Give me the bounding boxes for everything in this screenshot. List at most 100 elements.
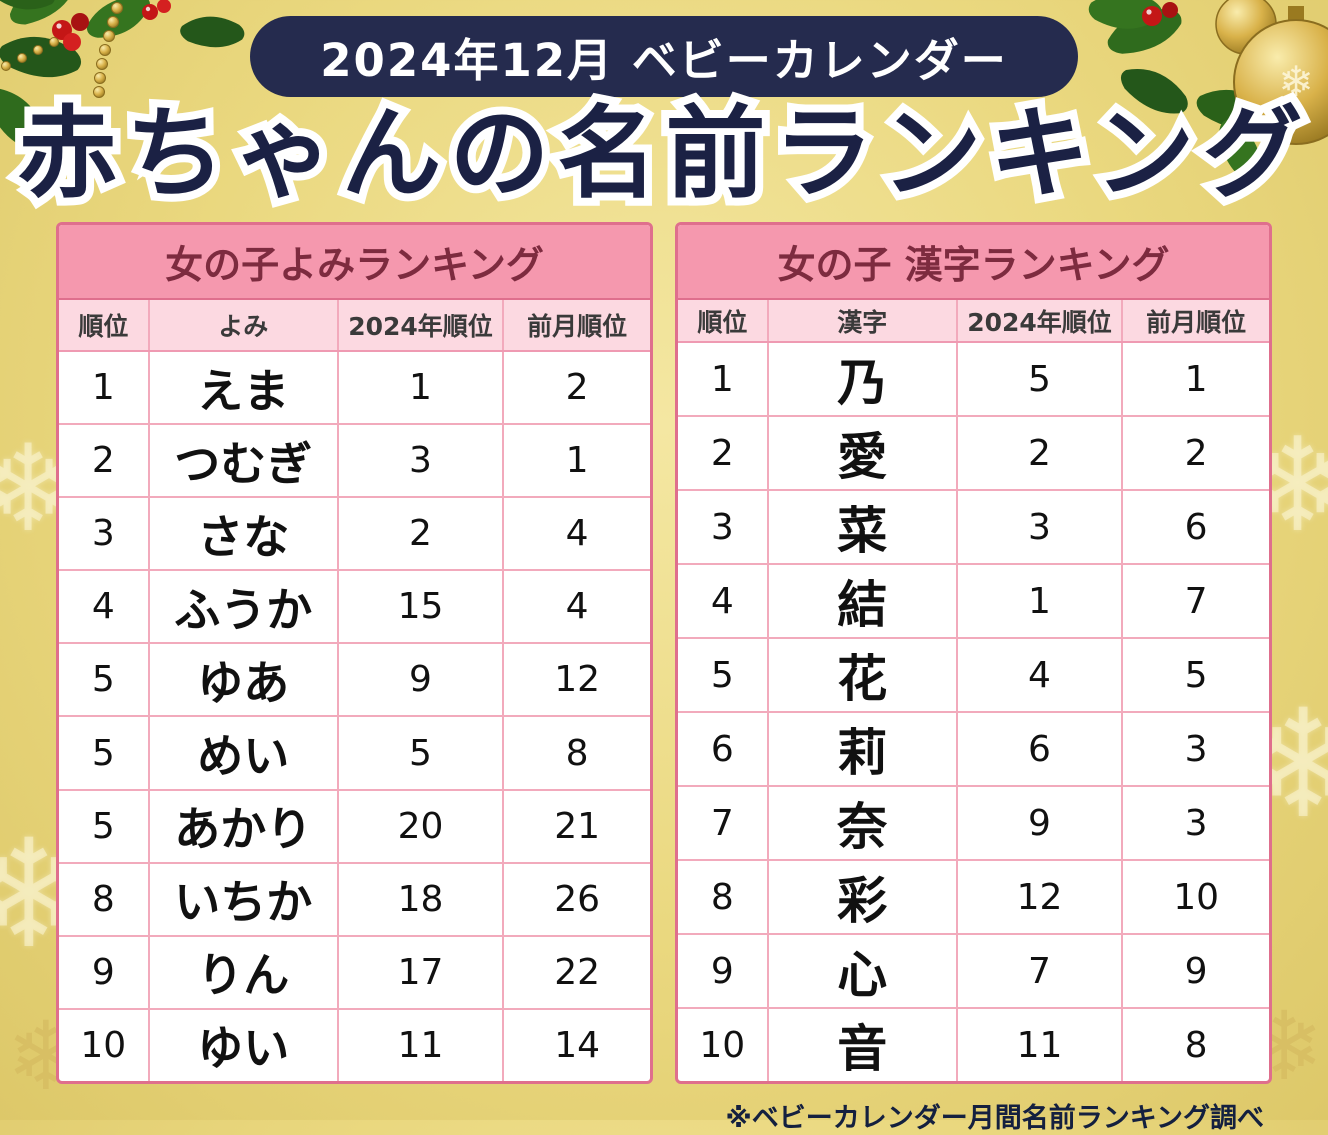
year-rank-cell: 1	[955, 565, 1121, 637]
name-cell: 莉	[766, 713, 956, 785]
year-rank-cell: 7	[955, 935, 1121, 1007]
rank-cell: 7	[710, 802, 734, 844]
table-row: 4 ふうか 15 4	[59, 571, 650, 645]
table-row: 3 さな 2 4	[59, 498, 650, 572]
name-cell: 音	[766, 1009, 956, 1081]
rank-cell: 3	[710, 506, 734, 548]
table-row: 10 ゆい 11 14	[59, 1009, 650, 1081]
prev-rank-cell: 21	[502, 790, 650, 862]
name-cell: あかり	[147, 790, 337, 862]
year-rank-cell: 11	[955, 1009, 1121, 1081]
prev-rank-cell: 2	[502, 352, 650, 424]
table-row: 6 莉 6 3	[678, 713, 1269, 787]
prev-rank-cell: 26	[502, 863, 650, 935]
column-header-rank: 順位	[78, 312, 129, 341]
name-cell: 彩	[766, 861, 956, 933]
rank-cell: 5	[91, 659, 115, 701]
name-cell: 菜	[766, 491, 956, 563]
table-row: 3 菜 3 6	[678, 491, 1269, 565]
rank-cell: 1	[91, 367, 115, 409]
prev-rank-cell: 6	[1121, 491, 1269, 563]
name-cell: ゆあ	[147, 644, 337, 716]
rank-cell: 9	[91, 951, 115, 993]
table-row: 5 あかり 20 21	[59, 790, 650, 864]
prev-rank-cell: 3	[1121, 787, 1269, 859]
year-rank-cell: 3	[336, 425, 502, 497]
prev-rank-cell: 3	[1121, 713, 1269, 785]
rank-cell: 9	[710, 950, 734, 992]
rank-cell: 10	[80, 1024, 127, 1066]
rank-cell: 6	[710, 728, 734, 770]
prev-rank-cell: 2	[1121, 417, 1269, 489]
year-rank-cell: 2	[955, 417, 1121, 489]
prev-rank-cell: 12	[502, 644, 650, 716]
prev-rank-cell: 5	[1121, 639, 1269, 711]
prev-rank-cell: 22	[502, 936, 650, 1008]
table-row: 8 いちか 18 26	[59, 863, 650, 937]
column-header-kanji: 漢字	[766, 300, 956, 341]
page-title: 赤ちゃんの名前ランキング	[0, 101, 1328, 206]
name-cell: 奈	[766, 787, 956, 859]
rank-cell: 8	[91, 878, 115, 920]
year-rank-cell: 5	[336, 717, 502, 789]
rank-cell: 4	[710, 580, 734, 622]
year-rank-cell: 9	[955, 787, 1121, 859]
prev-rank-cell: 10	[1121, 861, 1269, 933]
name-cell: 乃	[766, 343, 956, 415]
name-cell: 結	[766, 565, 956, 637]
table-title: 女の子よみランキング	[59, 225, 650, 300]
year-rank-cell: 18	[336, 863, 502, 935]
prev-rank-cell: 4	[502, 498, 650, 570]
prev-rank-cell: 4	[502, 571, 650, 643]
page-header: 2024年12月 ベビーカレンダー 赤ちゃんの名前ランキング	[0, 0, 1328, 206]
rank-cell: 1	[710, 358, 734, 400]
prev-rank-cell: 1	[1121, 343, 1269, 415]
column-header-row: 順位 漢字 2024年順位 前月順位	[678, 300, 1269, 343]
year-rank-cell: 5	[955, 343, 1121, 415]
table-row: 8 彩 12 10	[678, 861, 1269, 935]
year-rank-cell: 3	[955, 491, 1121, 563]
column-header-year-rank: 2024年順位	[955, 300, 1121, 341]
yomi-ranking-table: 女の子よみランキング 順位 よみ 2024年順位 前月順位 1 えま 1 2 2…	[56, 222, 653, 1084]
year-rank-cell: 11	[336, 1009, 502, 1081]
column-header-rank: 順位	[697, 307, 748, 337]
year-rank-cell: 6	[955, 713, 1121, 785]
table-row: 9 りん 17 22	[59, 936, 650, 1010]
year-rank-cell: 2	[336, 498, 502, 570]
name-cell: 花	[766, 639, 956, 711]
table-row: 7 奈 9 3	[678, 787, 1269, 861]
rank-cell: 5	[710, 654, 734, 696]
banner: 2024年12月 ベビーカレンダー	[250, 16, 1078, 97]
name-cell: りん	[147, 936, 337, 1008]
name-cell: つむぎ	[147, 425, 337, 497]
rank-cell: 5	[91, 732, 115, 774]
prev-rank-cell: 8	[502, 717, 650, 789]
name-cell: いちか	[147, 863, 337, 935]
prev-rank-cell: 1	[502, 425, 650, 497]
source-note: ※ベビーカレンダー月間名前ランキング調べ	[725, 1103, 1264, 1134]
kanji-ranking-table: 女の子 漢字ランキング 順位 漢字 2024年順位 前月順位 1 乃 5 1 2…	[675, 222, 1272, 1084]
banner-title: 2024年12月 ベビーカレンダー	[320, 34, 1008, 87]
column-header-prev-rank: 前月順位	[502, 300, 650, 350]
name-cell: 愛	[766, 417, 956, 489]
column-header-row: 順位 よみ 2024年順位 前月順位	[59, 300, 650, 352]
year-rank-cell: 12	[955, 861, 1121, 933]
rank-cell: 2	[91, 440, 115, 482]
prev-rank-cell: 14	[502, 1009, 650, 1081]
table-body: 1 乃 5 1 2 愛 2 2 3 菜 3 6	[678, 343, 1269, 1081]
prev-rank-cell: 8	[1121, 1009, 1269, 1081]
name-cell: 心	[766, 935, 956, 1007]
table-row: 1 乃 5 1	[678, 343, 1269, 417]
name-cell: ゆい	[147, 1009, 337, 1081]
prev-rank-cell: 7	[1121, 565, 1269, 637]
column-header-year-rank: 2024年順位	[336, 300, 502, 350]
table-row: 5 めい 5 8	[59, 717, 650, 791]
year-rank-cell: 17	[336, 936, 502, 1008]
year-rank-cell: 15	[336, 571, 502, 643]
year-rank-cell: 4	[955, 639, 1121, 711]
rank-cell: 8	[710, 876, 734, 918]
ranking-tables: 女の子よみランキング 順位 よみ 2024年順位 前月順位 1 えま 1 2 2…	[0, 222, 1328, 1084]
table-row: 10 音 11 8	[678, 1009, 1269, 1081]
column-header-prev-rank: 前月順位	[1121, 300, 1269, 341]
name-cell: えま	[147, 352, 337, 424]
